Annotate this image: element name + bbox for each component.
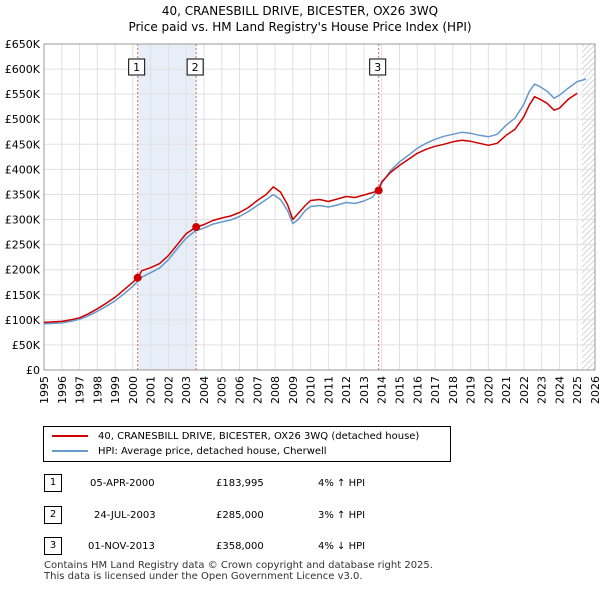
chart-title-block: 40, CRANESBILL DRIVE, BICESTER, OX26 3WQ…: [0, 3, 600, 35]
legend-label-hpi: HPI: Average price, detached house, Cher…: [98, 446, 327, 457]
sale-date: 05-APR-2000: [90, 478, 155, 489]
y-tick-label: £450K: [5, 138, 41, 151]
sale-point: [133, 273, 142, 282]
sale-row: 2 24-JUL-2003 £285,000 3% ↑ HPI: [44, 506, 404, 526]
sale-number-badge: 2: [44, 506, 62, 524]
x-tick-label: 2021: [500, 376, 513, 404]
x-tick-label: 2022: [518, 376, 531, 404]
y-tick-label: £400K: [5, 163, 41, 176]
sale-hpi-delta: 4% ↓ HPI: [318, 541, 366, 552]
legend-item-hpi: HPI: Average price, detached house, Cher…: [52, 445, 327, 459]
y-tick-label: £250K: [5, 239, 41, 252]
plot-frame: [43, 43, 596, 371]
x-tick-label: 1995: [38, 376, 51, 404]
sale-hpi-delta: 3% ↑ HPI: [318, 510, 366, 521]
x-tick-label: 2019: [465, 376, 478, 404]
sale-hpi-delta: 4% ↑ HPI: [318, 478, 366, 489]
x-tick-label: 1999: [109, 376, 122, 404]
y-tick-label: £600K: [5, 63, 41, 76]
y-tick-label: £350K: [5, 188, 41, 201]
y-tick-label: £550K: [5, 88, 41, 101]
x-tick-label: 2009: [287, 376, 300, 404]
x-tick-label: 2025: [571, 376, 584, 404]
x-tick-label: 1996: [56, 376, 69, 404]
sale-point: [192, 223, 201, 232]
sale-price: £285,000: [216, 510, 264, 521]
y-tick-label: £200K: [5, 264, 41, 277]
sale-date: 01-NOV-2013: [88, 541, 155, 552]
sale-price: £358,000: [216, 541, 264, 552]
x-tick-label: 2015: [393, 376, 406, 404]
y-tick-label: £300K: [5, 214, 41, 227]
plot-area: [44, 44, 595, 370]
sale-badge-label: 2: [192, 61, 199, 74]
attribution-line-2: This data is licensed under the Open Gov…: [44, 571, 363, 582]
y-tick-label: £100K: [5, 314, 41, 327]
x-tick-label: 2012: [340, 376, 353, 404]
y-tick-label: £650K: [5, 38, 41, 51]
x-tick-label: 2005: [216, 376, 229, 404]
x-tick-label: 2010: [305, 376, 318, 404]
x-tick-label: 2026: [589, 376, 600, 404]
legend-swatch-price: [52, 435, 88, 437]
x-tick-label: 2000: [127, 376, 140, 404]
y-tick-label: £50K: [12, 339, 41, 352]
x-tick-label: 2013: [358, 376, 371, 404]
sale-badge-label: 1: [133, 61, 140, 74]
x-tick-label: 2008: [269, 376, 282, 404]
x-tick-label: 2017: [429, 376, 442, 404]
sale-badge-label: 3: [374, 61, 381, 74]
x-tick-label: 2001: [145, 376, 158, 404]
chart-subtitle: Price paid vs. HM Land Registry's House …: [128, 20, 472, 34]
sale-badge-box: [186, 58, 204, 76]
sale-row: 3 01-NOV-2013 £358,000 4% ↓ HPI: [44, 537, 404, 557]
x-tick-label: 2006: [234, 376, 247, 404]
x-tick-label: 2011: [322, 376, 335, 404]
x-tick-label: 2007: [251, 376, 264, 404]
x-tick-label: 1997: [74, 376, 87, 404]
x-tick-label: 2003: [180, 376, 193, 404]
attribution: Contains HM Land Registry data © Crown c…: [44, 560, 433, 582]
x-tick-label: 2020: [482, 376, 495, 404]
sale-number-badge: 1: [44, 474, 62, 492]
legend-label-price: 40, CRANESBILL DRIVE, BICESTER, OX26 3WQ…: [98, 431, 420, 442]
x-tick-label: 2004: [198, 376, 211, 404]
sale-period-shade: [137, 44, 197, 370]
sale-number-badge: 3: [44, 537, 62, 555]
sale-price: £183,995: [216, 478, 264, 489]
x-tick-label: 2002: [162, 376, 175, 404]
forecast-hatch: [581, 44, 595, 370]
x-tick-label: 2016: [411, 376, 424, 404]
sale-date: 24-JUL-2003: [94, 510, 156, 521]
y-tick-label: £500K: [5, 113, 41, 126]
x-tick-label: 2024: [553, 376, 566, 404]
legend-swatch-hpi: [52, 450, 88, 452]
attribution-line-1: Contains HM Land Registry data © Crown c…: [44, 560, 433, 571]
sale-badge-box: [369, 58, 387, 76]
sale-badge-box: [128, 58, 146, 76]
y-tick-label: £150K: [5, 289, 41, 302]
x-tick-label: 2018: [447, 376, 460, 404]
chart-title: 40, CRANESBILL DRIVE, BICESTER, OX26 3WQ: [161, 4, 439, 18]
x-tick-label: 1998: [91, 376, 104, 404]
sale-point: [374, 186, 383, 195]
y-tick-label: £0: [26, 364, 40, 377]
chart-legend: 40, CRANESBILL DRIVE, BICESTER, OX26 3WQ…: [43, 426, 451, 462]
sale-row: 1 05-APR-2000 £183,995 4% ↑ HPI: [44, 474, 404, 494]
x-tick-label: 2014: [376, 376, 389, 404]
price-chart: £0 £50K £100K £150K £200K £250K £300K £350K £400…: [5, 38, 600, 404]
x-tick-label: 2023: [536, 376, 549, 404]
legend-item-price: 40, CRANESBILL DRIVE, BICESTER, OX26 3WQ…: [52, 430, 419, 444]
